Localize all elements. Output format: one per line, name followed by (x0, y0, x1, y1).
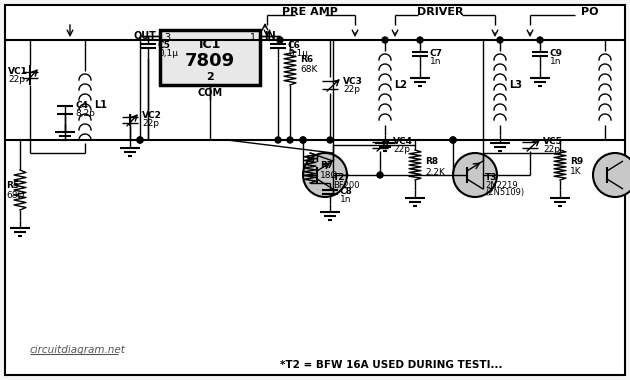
Text: L1: L1 (94, 100, 107, 110)
Text: DRIVER: DRIVER (417, 7, 463, 17)
Circle shape (382, 37, 388, 43)
Text: 8,2p: 8,2p (75, 109, 95, 119)
Text: T3: T3 (485, 173, 498, 182)
Text: *T2 = BFW 16A USED DURING TESTI...: *T2 = BFW 16A USED DURING TESTI... (280, 360, 503, 370)
Text: VC4: VC4 (393, 138, 413, 147)
Text: L2: L2 (394, 80, 407, 90)
Text: IN: IN (264, 31, 276, 41)
Text: circuitdiagram.net: circuitdiagram.net (30, 345, 126, 355)
Text: T2*: T2* (333, 174, 350, 182)
Text: 22p: 22p (8, 76, 25, 84)
Text: 1n: 1n (340, 195, 352, 204)
Circle shape (593, 153, 630, 197)
Text: R5: R5 (6, 180, 19, 190)
Text: VC1: VC1 (8, 66, 28, 76)
Text: 2,2K: 2,2K (425, 168, 445, 176)
Text: C6: C6 (288, 41, 301, 51)
Text: PRE AMP: PRE AMP (282, 7, 338, 17)
Circle shape (137, 137, 143, 143)
Circle shape (417, 37, 423, 43)
Text: PO: PO (581, 7, 598, 17)
Circle shape (327, 137, 333, 143)
Circle shape (497, 37, 503, 43)
Text: 0,1μ: 0,1μ (158, 49, 178, 59)
Circle shape (137, 137, 143, 143)
Text: VC3: VC3 (343, 76, 363, 86)
Text: VC5: VC5 (543, 138, 563, 147)
Text: R8: R8 (425, 157, 438, 166)
Text: COM: COM (197, 88, 222, 98)
Text: 22p: 22p (393, 146, 410, 155)
Text: 0,1μ: 0,1μ (288, 49, 308, 59)
Text: 3: 3 (164, 33, 170, 43)
Text: OUT: OUT (133, 31, 156, 41)
Text: C5: C5 (158, 41, 171, 51)
Text: 1: 1 (250, 33, 256, 43)
Text: 2N2219: 2N2219 (485, 180, 518, 190)
Text: 18Ω: 18Ω (320, 171, 338, 179)
Text: 1K: 1K (570, 168, 581, 176)
Text: 68K: 68K (300, 65, 318, 74)
Text: 1n: 1n (430, 57, 442, 66)
Text: (2N5109): (2N5109) (485, 187, 524, 196)
Text: C9: C9 (550, 49, 563, 59)
Circle shape (277, 37, 283, 43)
Text: 22p: 22p (543, 146, 560, 155)
FancyBboxPatch shape (160, 30, 260, 85)
Text: IC1: IC1 (199, 38, 221, 51)
Circle shape (450, 137, 456, 143)
Circle shape (300, 137, 306, 143)
Text: R7: R7 (320, 160, 333, 169)
Circle shape (303, 153, 347, 197)
Text: 22p: 22p (343, 84, 360, 93)
Text: 7809: 7809 (185, 52, 235, 71)
Text: R9: R9 (570, 157, 583, 166)
Text: C8: C8 (340, 187, 353, 196)
Text: BF200: BF200 (333, 182, 360, 190)
Text: SH: SH (305, 155, 319, 163)
Circle shape (287, 137, 293, 143)
Text: R6: R6 (300, 55, 313, 65)
Circle shape (453, 153, 497, 197)
Circle shape (377, 172, 383, 178)
Text: 2: 2 (206, 72, 214, 82)
Text: 22p: 22p (142, 119, 159, 128)
Circle shape (450, 137, 456, 143)
Text: C4: C4 (75, 101, 88, 111)
Circle shape (300, 137, 306, 143)
Text: L3: L3 (509, 80, 522, 90)
Text: 1n: 1n (550, 57, 561, 66)
Text: VC2: VC2 (142, 111, 162, 120)
Text: 68Ω: 68Ω (6, 190, 24, 200)
Text: C7: C7 (430, 49, 443, 59)
Circle shape (275, 137, 281, 143)
Circle shape (537, 37, 543, 43)
